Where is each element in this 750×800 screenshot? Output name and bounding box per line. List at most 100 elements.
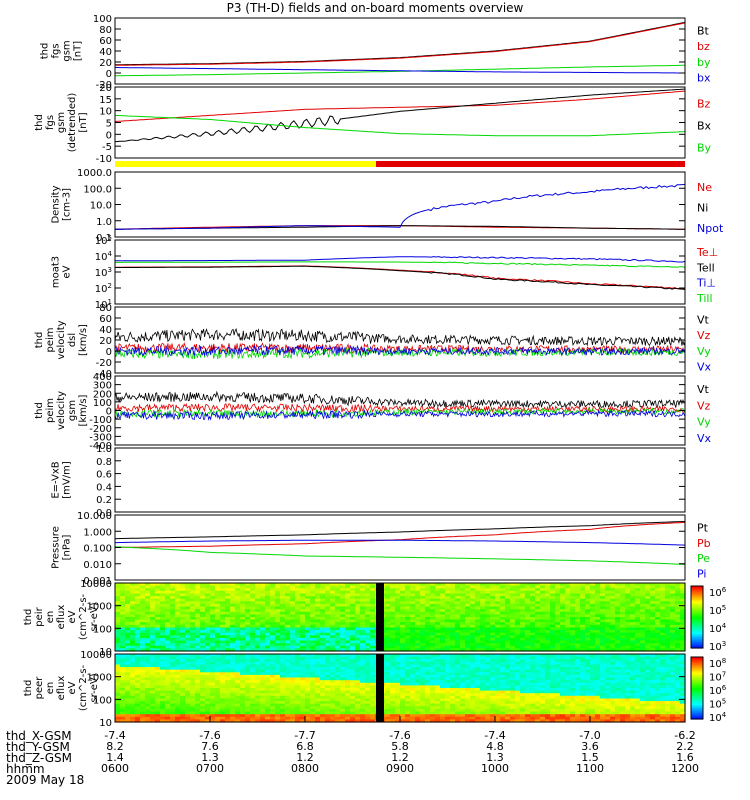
ylabel-line: [cm-3] — [62, 188, 73, 221]
ytick-label: 100.0 — [83, 184, 112, 195]
legend-Pe: Pe — [697, 552, 710, 565]
legend-By: By — [697, 142, 712, 155]
ytick-label: 0.0 — [96, 508, 112, 519]
ytick-label: -100 — [89, 415, 112, 426]
ytick-label: 1000.0 — [77, 168, 112, 179]
legend-Till: Till — [696, 292, 713, 305]
ylabel-line: peer — [34, 676, 45, 700]
ytick-label: 0.8 — [96, 457, 112, 468]
legend-Vt: Vt — [697, 313, 710, 326]
plot-title: P3 (TH-D) fields and on-board moments ov… — [226, 1, 524, 15]
spectrogram-cells — [115, 654, 686, 723]
ylabel-line: [km/s] — [78, 394, 89, 426]
xtick-label: 0700 — [196, 762, 224, 775]
panel-frame — [114, 239, 686, 305]
ylabel-line: en — [45, 611, 56, 624]
ytick-label: 100 — [93, 624, 112, 635]
series-Tell — [115, 265, 686, 290]
ylabel-line: [nT] — [73, 41, 84, 61]
panel-4: Te⊥ Tell Ti⊥ Till moat3 eV — [51, 239, 718, 305]
xtick-label: 1.2 — [296, 751, 314, 764]
ylabel: thd fgs gsm (detrended) [nT] — [34, 93, 89, 153]
ylabel-line: thd — [34, 332, 45, 349]
series-Vx — [114, 344, 686, 357]
colorbar-label: 105 — [709, 698, 726, 711]
ytick-label: 1000 — [87, 673, 112, 684]
orbit-label-z: thd_Z-GSM — [6, 751, 72, 765]
ytick-label: 60 — [99, 36, 112, 47]
ytick-label: -300 — [89, 432, 112, 443]
colorbar — [691, 586, 703, 649]
xtick-label: 1.6 — [676, 751, 694, 764]
colorbar-label: 105 — [709, 604, 726, 617]
ytick-label: -20 — [96, 358, 112, 369]
xtick-label: 1.3 — [201, 751, 219, 764]
ylabel-line: eV — [67, 681, 78, 694]
colorbar-frame — [690, 585, 704, 649]
ytick-label: -5 — [102, 142, 112, 153]
ylabel-line: (detrended) — [67, 93, 78, 153]
ytick-label: 1.0 — [96, 217, 112, 228]
legend-Ne: Ne — [697, 181, 712, 194]
legend-Bz: Bz — [697, 97, 711, 110]
ylabel-line: [km/s] — [78, 324, 89, 356]
ytick-label: 10.0 — [90, 201, 112, 212]
xtick-label: 6.8 — [296, 740, 314, 753]
ylabel-line: [nT] — [78, 112, 89, 132]
legend-Pt: Pt — [697, 521, 709, 534]
xtick-label: -7.4 — [104, 729, 125, 742]
xtick-label: -7.0 — [579, 729, 600, 742]
ytick-label: 300 — [93, 381, 112, 392]
ylabel-line: gsm — [62, 40, 73, 61]
ytick-label: 1.000 — [83, 527, 112, 538]
xtick-label: 1.3 — [486, 751, 504, 764]
ylabel-line: (cm^2-s- — [78, 593, 89, 640]
ytick-label: 80 — [99, 25, 112, 36]
ylabel-line: thd — [23, 609, 34, 626]
xtick-label: 1.5 — [581, 751, 599, 764]
ytick-label: 101 — [95, 298, 112, 311]
ytick-label: -10 — [96, 154, 112, 165]
xtick-label: 0900 — [386, 762, 414, 775]
series-Bx — [114, 88, 686, 143]
xtick-label: 5.8 — [391, 740, 409, 753]
ylabel-line: thd — [23, 680, 34, 697]
panel-frame — [114, 582, 686, 652]
ytick-label: 105 — [95, 234, 112, 247]
ytick-label: 10 — [99, 647, 112, 658]
ylabel: Density [cm-3] — [51, 185, 73, 223]
ylabel-line: [mV/m] — [62, 461, 73, 499]
colorbar-label: 106 — [709, 586, 727, 599]
ylabel-line: moat3 — [51, 256, 62, 288]
panel-9: thd peir en eflux eV (cm^2-s-sr-eV) — [23, 582, 704, 652]
colorbar-label: 103 — [709, 640, 726, 653]
panel-3: Ne Ni Npot Density [cm-3] — [51, 171, 724, 238]
ylabel-line: [nPa] — [62, 534, 73, 560]
legend-Vy: Vy — [697, 416, 711, 429]
panel-2: Bz Bx By thd fgs gsm (detrended) [nT] — [34, 86, 712, 159]
panel-1: Bt bz by bx thd fgs gsm [nT] — [40, 17, 711, 85]
ytick-label: 10.000 — [77, 511, 112, 522]
ylabel: thd peim velocity dsl [km/s] — [34, 320, 89, 359]
ytick-label: 100 — [93, 14, 112, 25]
ytick-label: 0 — [106, 347, 112, 358]
xtick-label: 1000 — [481, 762, 509, 775]
xtick-label: 7.6 — [201, 740, 219, 753]
ytick-label: 0.6 — [96, 470, 112, 481]
ytick-label: 10 — [99, 107, 112, 118]
legend-Vt: Vt — [697, 383, 710, 396]
ytick-label: 0.100 — [83, 544, 112, 555]
xtick-label: 1.2 — [391, 751, 409, 764]
ytick-label: 0 — [106, 130, 112, 141]
ylabel-line: thd — [34, 114, 45, 131]
xtick-label: 4.8 — [486, 740, 504, 753]
ytick-label: 20 — [99, 58, 112, 69]
ylabel: E=-VxB [mV/m] — [51, 461, 73, 499]
legend-Vz: Vz — [697, 329, 711, 342]
legend-Tell: Tell — [696, 261, 715, 274]
legend-bz: bz — [697, 40, 710, 53]
ytick-label: 5 — [106, 119, 112, 130]
panel-5: Vt Vz Vy Vx thd peim velocity dsl [km/s] — [34, 306, 712, 374]
series-Pi — [115, 539, 686, 546]
